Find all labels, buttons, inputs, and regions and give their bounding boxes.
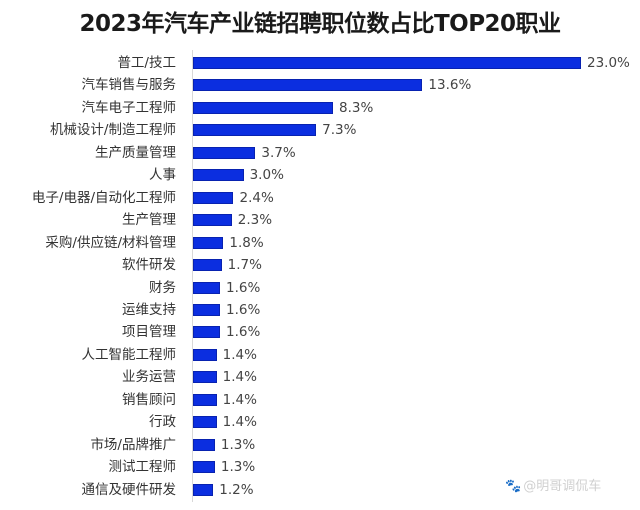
- value-label: 1.8%: [229, 234, 264, 251]
- bar: [193, 79, 423, 92]
- bar: [193, 461, 215, 474]
- category-label: 生产质量管理: [95, 144, 176, 161]
- category-label: 软件研发: [122, 257, 176, 274]
- value-label: 7.3%: [322, 122, 357, 139]
- bar: [193, 146, 256, 159]
- bar-row: 行政 1.4%: [0, 411, 640, 433]
- bar-row: 人工智能工程师 1.4%: [0, 344, 640, 366]
- bar-row: 电子/电器/自动化工程师 2.4%: [0, 187, 640, 209]
- value-label: 1.6%: [225, 324, 261, 341]
- value-label: 1.3%: [220, 436, 256, 453]
- bar: [193, 303, 220, 316]
- category-label: 销售顾问: [122, 391, 176, 408]
- bar: [193, 371, 217, 384]
- value-label: 13.6%: [428, 77, 472, 94]
- value-label: 3.7%: [261, 144, 296, 161]
- value-label: 1.2%: [219, 481, 254, 498]
- bar-row: 软件研发 1.7%: [0, 254, 640, 276]
- bar: [193, 259, 222, 272]
- bar: [193, 57, 581, 69]
- bar-row: 机械设计/制造工程师 7.3%: [0, 119, 640, 141]
- bar-row: 采购/供应链/材料管理 1.8%: [0, 232, 640, 254]
- y-axis-line: [192, 50, 193, 502]
- category-label: 人工智能工程师: [81, 346, 177, 363]
- watermark-text: @明哥调侃车: [523, 479, 602, 494]
- category-label: 通信及硬件研发: [81, 481, 177, 498]
- category-label: 市场/品牌推广: [90, 436, 176, 453]
- bar-row: 财务 1.6%: [0, 277, 640, 299]
- value-label: 1.4%: [222, 369, 257, 386]
- category-label: 采购/供应链/材料管理: [45, 234, 176, 251]
- bar: [193, 348, 217, 361]
- category-label: 汽车销售与服务: [81, 77, 177, 94]
- category-label: 普工/技工: [117, 55, 176, 71]
- bar-row: 生产质量管理 3.7%: [0, 142, 640, 164]
- value-label: 1.4%: [222, 346, 257, 363]
- category-label: 人事: [149, 167, 176, 184]
- bar: [193, 393, 217, 406]
- bar: [193, 191, 234, 204]
- value-label: 2.3%: [237, 212, 273, 229]
- bar: [193, 416, 217, 429]
- value-label: 1.4%: [222, 414, 257, 431]
- value-label: 23.0%: [587, 55, 630, 71]
- bar-row: 运维支持 1.6%: [0, 299, 640, 321]
- bar: [193, 236, 224, 249]
- category-label: 电子/电器/自动化工程师: [31, 189, 176, 206]
- bar: [193, 124, 317, 137]
- category-label: 测试工程师: [108, 459, 177, 476]
- category-label: 项目管理: [122, 324, 176, 341]
- watermark: 🐾 @明哥调侃车: [505, 475, 601, 494]
- bar: [193, 326, 220, 339]
- bar-row: 普工/技工 23.0%: [0, 52, 640, 74]
- value-label: 1.3%: [220, 459, 256, 476]
- bar: [193, 281, 220, 294]
- paw-icon: 🐾: [505, 479, 522, 494]
- bar-row: 市场/品牌推广 1.3%: [0, 434, 640, 456]
- value-label: 1.6%: [225, 301, 261, 318]
- category-label: 行政: [149, 414, 176, 431]
- value-label: 8.3%: [339, 99, 374, 116]
- bar-row: 汽车销售与服务 13.6%: [0, 74, 640, 96]
- bar: [193, 101, 334, 114]
- bar-row: 人事 3.0%: [0, 164, 640, 186]
- category-label: 生产管理: [122, 212, 176, 229]
- bar-row: 项目管理 1.6%: [0, 321, 640, 343]
- value-label: 1.6%: [225, 279, 261, 296]
- value-label: 1.7%: [227, 257, 262, 274]
- bar: [193, 214, 232, 227]
- bar: [193, 483, 214, 496]
- bar: [193, 169, 244, 182]
- bar-row: 汽车电子工程师 8.3%: [0, 97, 640, 119]
- chart-title: 2023年汽车产业链招聘职位数占比TOP20职业: [79, 11, 561, 37]
- bar-row: 测试工程师 1.3%: [0, 456, 640, 478]
- value-label: 2.4%: [239, 189, 274, 206]
- value-label: 3.0%: [249, 167, 284, 184]
- category-label: 运维支持: [122, 301, 176, 318]
- bar-row: 生产管理 2.3%: [0, 209, 640, 231]
- bar-row: 通信及硬件研发 1.2%: [0, 479, 640, 501]
- bar-row: 业务运营 1.4%: [0, 366, 640, 388]
- category-label: 财务: [149, 279, 176, 296]
- value-label: 1.4%: [222, 391, 257, 408]
- bar: [193, 438, 215, 451]
- category-label: 机械设计/制造工程师: [49, 122, 176, 139]
- category-label: 业务运营: [122, 369, 176, 386]
- bar-row: 销售顾问 1.4%: [0, 389, 640, 411]
- category-label: 汽车电子工程师: [81, 99, 177, 116]
